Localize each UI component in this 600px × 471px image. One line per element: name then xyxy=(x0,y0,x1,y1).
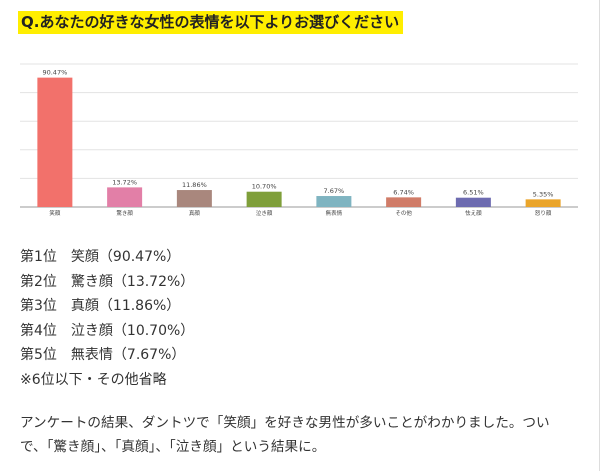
value-label: 13.72% xyxy=(112,178,137,186)
ranking-row: 第5位 無表情（7.67%） xyxy=(20,343,194,368)
rank-position: 第3位 xyxy=(20,298,57,315)
ranking-list: 第1位 笑顔（90.47%） 第2位 驚き顔（13.72%） 第3位 真顔（11.86… xyxy=(20,245,194,393)
rank-position: 第4位 xyxy=(20,322,57,339)
chart-category-labels: 笑顔 驚き顔 真顔 泣き顔 無表情 その他 怯え顔 怒り顔 xyxy=(49,209,552,217)
ranking-row: 第1位 笑顔（90.47%） xyxy=(20,245,194,270)
ranking-row: 第4位 泣き顔（10.70%） xyxy=(20,319,194,344)
value-label: 6.74% xyxy=(393,188,414,196)
rank-position: 第2位 xyxy=(20,273,57,290)
value-label: 10.70% xyxy=(252,183,277,191)
rank-text: 笑顔（90.47%） xyxy=(70,249,181,265)
bar-1 xyxy=(37,77,73,207)
ranking-row: 第3位 真顔（11.86%） xyxy=(20,294,194,319)
bar-chart: 90.47% 13.72% 11.86% 10.70% 7.67% 6.74% 6.51% 5… xyxy=(20,63,578,217)
ranking-row: 第2位 驚き顔（13.72%） xyxy=(20,270,194,295)
chart-gridlines xyxy=(20,63,578,208)
category-label: 驚き顔 xyxy=(116,209,133,217)
rank-text: 泣き顔（10.70%） xyxy=(70,322,195,339)
bar-3 xyxy=(176,190,212,207)
question-title: Q.あなたの好きな女性の表情を以下よりお選びください xyxy=(18,11,404,34)
bar-2 xyxy=(107,187,143,207)
rank-text: 真顔（11.86%） xyxy=(70,298,181,315)
category-label: 泣き顔 xyxy=(256,209,273,217)
conclusion-line: で、「驚き顔」、「真顔」、「泣き顔」という結果に。 xyxy=(20,439,326,455)
bar-6 xyxy=(386,197,422,207)
chart-value-labels: 90.47% 13.72% 11.86% 10.70% 7.67% 6.74% 6.51% 5… xyxy=(42,69,553,199)
category-label: 真顔 xyxy=(189,209,201,217)
value-label: 6.51% xyxy=(463,189,484,197)
rank-text: 無表情（7.67%） xyxy=(70,347,186,364)
category-label: 無表情 xyxy=(326,209,343,217)
category-label: その他 xyxy=(395,209,412,217)
bar-5 xyxy=(316,196,352,207)
bar-8 xyxy=(525,199,561,207)
rank-position: 第1位 xyxy=(20,249,57,265)
rank-position: 第5位 xyxy=(20,347,57,364)
value-label: 7.67% xyxy=(324,187,345,195)
category-label: 笑顔 xyxy=(49,209,61,217)
bar-4 xyxy=(246,191,282,207)
conclusion-paragraph: アンケートの結果、ダントツで「笑顔」を好きな男性が多いことがわかりました。つい … xyxy=(20,411,585,459)
ranking-note: ※6位以下・その他省略 xyxy=(20,371,167,388)
value-label: 5.35% xyxy=(533,190,554,198)
value-label: 11.86% xyxy=(182,181,207,189)
category-label: 怯え顔 xyxy=(465,209,482,217)
bar-7 xyxy=(455,197,491,207)
category-label: 怒り顔 xyxy=(535,209,552,217)
chart-bars xyxy=(37,77,561,207)
value-label: 90.47% xyxy=(42,69,67,77)
conclusion-line: アンケートの結果、ダントツで「笑顔」を好きな男性が多いことがわかりました。つい xyxy=(20,415,550,431)
rank-text: 驚き顔（13.72%） xyxy=(70,273,195,290)
